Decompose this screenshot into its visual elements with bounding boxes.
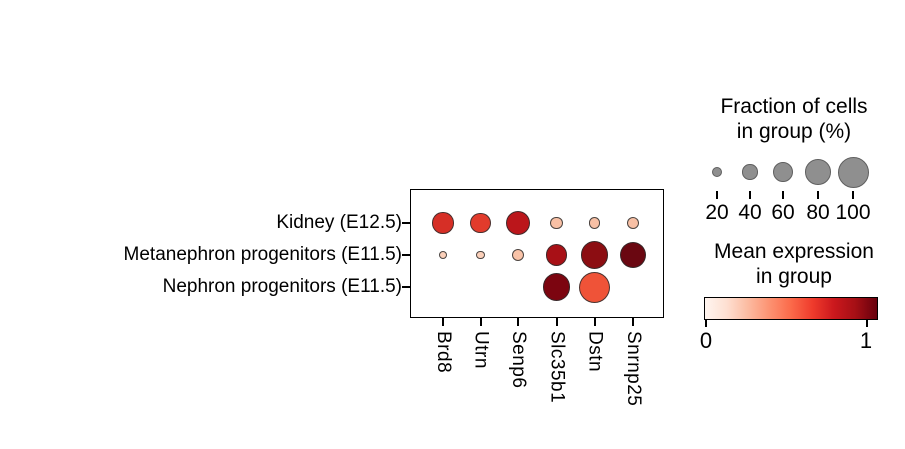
size-legend-tick (852, 191, 854, 199)
size-legend-value: 60 (771, 201, 795, 224)
expression-dot (542, 273, 571, 301)
gene-label: Snrnp25 (623, 331, 644, 407)
group-label: Metanephron progenitors (E11.5) (123, 244, 402, 265)
group-label: Kidney (E12.5) (276, 212, 402, 233)
gene-label: Slc35b1 (546, 331, 568, 404)
size-legend-dot (712, 167, 722, 177)
colorbar-min-label: 0 (699, 328, 713, 353)
x-tick (442, 318, 444, 327)
expression-dot (438, 250, 448, 260)
colorbar-tick (866, 319, 868, 327)
expression-dot (619, 241, 647, 269)
x-tick (593, 318, 596, 327)
expression-dot (432, 212, 454, 234)
group-label: Nephron progenitors (E11.5) (162, 276, 402, 297)
expression-dot (511, 248, 525, 262)
colorbar (704, 297, 878, 320)
y-tick (402, 254, 410, 256)
size-legend-title-line2: in group (%) (736, 120, 852, 143)
y-tick (402, 222, 410, 224)
expression-dot (545, 244, 568, 266)
expression-dot (470, 212, 491, 234)
colorbar-title-line1: Mean expression (714, 240, 874, 263)
gene-label: Senp6 (508, 331, 529, 389)
expression-dot (626, 216, 640, 230)
colorbar-tick (704, 319, 707, 327)
colorbar-title: Mean expression in group (698, 239, 890, 289)
expression-dot (505, 210, 531, 236)
expression-dot (579, 271, 610, 303)
size-legend-tick (782, 191, 784, 199)
expression-dot (550, 216, 563, 230)
expression-dot (588, 217, 601, 229)
size-legend-dot (805, 159, 831, 185)
expression-dot (580, 241, 609, 269)
size-legend-dot (772, 161, 794, 183)
x-tick (632, 318, 634, 327)
x-tick (479, 318, 482, 327)
size-legend-tick (817, 191, 819, 199)
size-legend-value: 80 (806, 201, 830, 224)
size-legend-value: 40 (738, 201, 762, 224)
size-legend-title: Fraction of cells in group (%) (698, 94, 890, 144)
size-legend-value: 20 (705, 201, 729, 224)
size-legend-tick (716, 191, 718, 199)
gene-label: Utrn (470, 331, 492, 369)
colorbar-max-label: 1 (859, 328, 873, 353)
size-legend-tick (749, 191, 751, 199)
gene-label: Dstn (584, 331, 606, 373)
gene-label: Brd8 (433, 331, 454, 374)
expression-dot (476, 250, 485, 260)
y-tick (402, 286, 410, 288)
x-tick (517, 318, 519, 327)
size-legend-dot (837, 156, 869, 188)
colorbar-title-line2: in group (756, 265, 832, 288)
size-legend-value: 100 (835, 201, 871, 224)
x-tick (555, 318, 558, 327)
size-legend-title-line1: Fraction of cells (720, 95, 868, 118)
size-legend-dot (742, 164, 758, 180)
